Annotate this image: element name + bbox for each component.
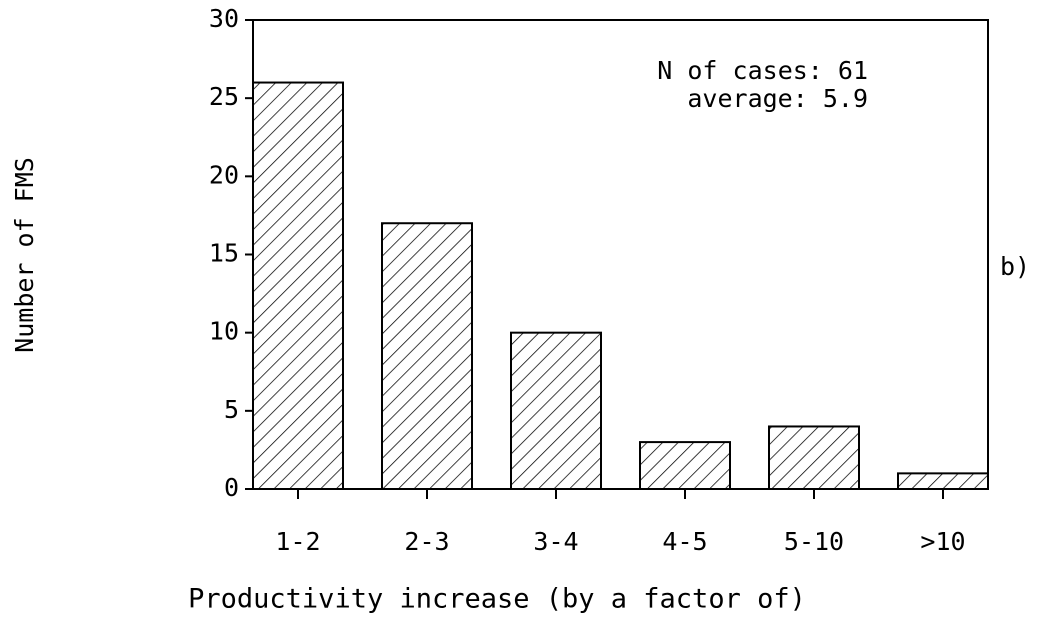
y-tick-label: 15 (209, 239, 239, 268)
bar (510, 331, 602, 490)
panel-label: b) (1000, 252, 1030, 281)
x-tick-label: 1-2 (275, 527, 320, 556)
y-tick-label: 5 (224, 395, 239, 424)
x-tick-label: >10 (920, 527, 965, 556)
x-tick-label: 3-4 (533, 527, 578, 556)
bar (381, 222, 473, 490)
x-tick-label: 2-3 (404, 527, 449, 556)
bar (897, 472, 989, 491)
bar (639, 441, 731, 491)
x-axis-title: Productivity increase (by a factor of) (188, 584, 806, 615)
annotation: N of cases: 61 (657, 56, 868, 85)
y-tick-label: 20 (209, 160, 239, 189)
y-axis-title: Number of FMS (10, 157, 39, 353)
y-tick-label: 30 (209, 4, 239, 33)
y-tick-label: 25 (209, 82, 239, 111)
y-tick-label: 0 (224, 473, 239, 502)
bar (768, 425, 860, 491)
x-tick-label: 5-10 (784, 527, 844, 556)
x-tick-label: 4-5 (662, 527, 707, 556)
bar (252, 81, 344, 491)
plot-frame (252, 19, 989, 490)
y-tick-label: 10 (209, 317, 239, 346)
annotation: average: 5.9 (687, 84, 868, 113)
